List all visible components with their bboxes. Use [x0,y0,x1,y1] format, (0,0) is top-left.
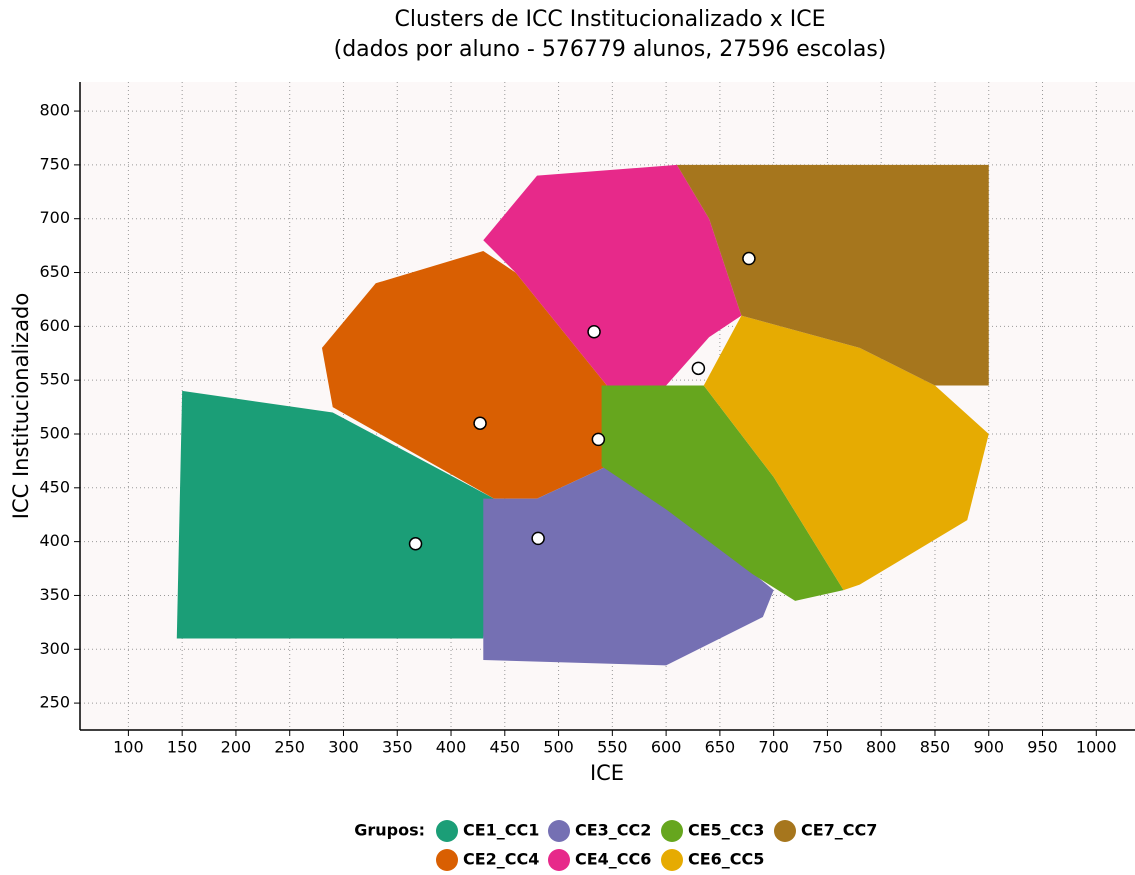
y-tick-label: 650 [39,262,70,281]
legend-swatch [548,820,570,842]
x-tick-label: 350 [382,738,413,757]
y-tick-label: 600 [39,316,70,335]
y-tick-label: 500 [39,423,70,442]
legend-swatch [774,820,796,842]
x-tick-label: 900 [973,738,1004,757]
cluster-region [321,250,607,499]
x-tick-label: 1000 [1076,738,1117,757]
legend-swatch [661,849,683,871]
chart-title: Clusters de ICC Institucionalizado x ICE [395,7,826,32]
legend-swatch [548,849,570,871]
y-tick-label: 350 [39,585,70,604]
x-tick-label: 150 [167,738,198,757]
x-tick-label: 800 [866,738,897,757]
x-tick-label: 100 [113,738,144,757]
centroid [742,251,756,266]
x-axis-label: ICE [590,761,624,785]
y-axis-label: ICC Institucionalizado [9,293,33,519]
x-tick-label: 650 [705,738,736,757]
legend-label: CE3_CC2 [575,821,651,840]
legend-swatch [436,849,458,871]
x-tick-label: 400 [436,738,467,757]
x-tick-label: 500 [543,738,574,757]
centroid [691,361,706,376]
centroid [408,537,423,551]
chart-subtitle: (dados por aluno - 576779 alunos, 27596 … [334,37,887,62]
cluster-region [483,164,742,386]
centroid [591,432,606,447]
y-tick-label: 800 [39,101,70,120]
x-tick-label: 950 [1027,738,1058,757]
legend-swatch [661,820,683,842]
legend-label: CE1_CC1 [463,821,539,840]
legend-label: CE7_CC7 [801,821,877,840]
y-tick-label: 400 [39,531,70,550]
y-tick-label: 300 [39,639,70,658]
y-tick-label: 550 [39,370,70,389]
y-tick-label: 700 [39,208,70,227]
x-tick-label: 550 [597,738,628,757]
x-tick-label: 450 [490,738,521,757]
y-tick-label: 250 [39,693,70,712]
x-tick-label: 250 [274,738,305,757]
x-tick-label: 750 [812,738,843,757]
legend-title: Grupos: [354,821,425,840]
centroid [473,416,487,430]
x-tick-label: 600 [651,738,682,757]
centroid [587,324,601,339]
cluster-region [483,466,774,666]
x-tick-label: 300 [328,738,359,757]
y-tick-label: 750 [39,154,70,173]
cluster-region [703,315,989,591]
cluster-region [676,164,989,386]
cluster-region [601,385,844,601]
legend-label: CE2_CC4 [463,850,539,869]
x-tick-label: 850 [920,738,951,757]
legend-swatch [436,820,458,842]
centroid [531,531,545,546]
y-tick-label: 450 [39,477,70,496]
x-tick-label: 200 [221,738,252,757]
legend-label: CE6_CC5 [688,850,764,869]
cluster-region [176,390,495,639]
legend-label: CE5_CC3 [688,821,764,840]
legend-label: CE4_CC6 [575,850,651,869]
x-tick-label: 700 [758,738,789,757]
